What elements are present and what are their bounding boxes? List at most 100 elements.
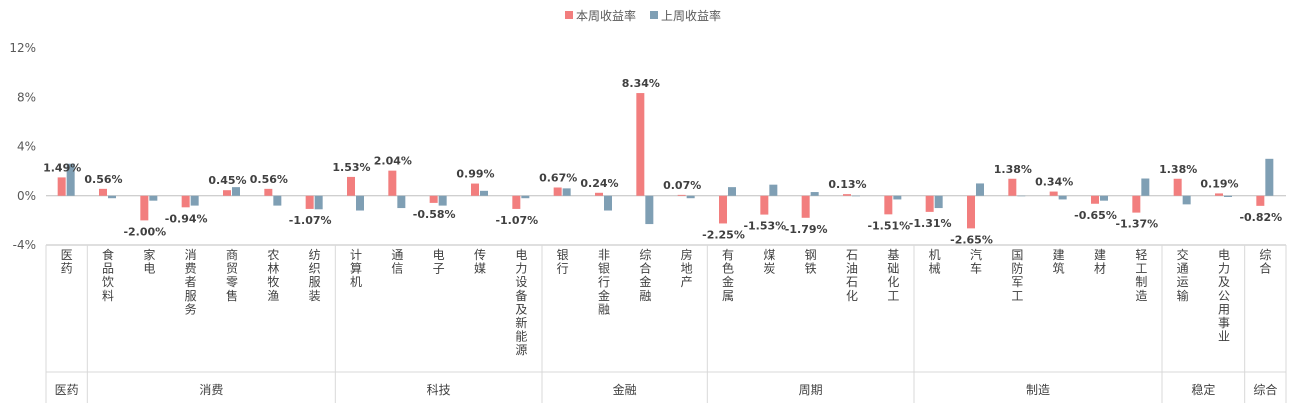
bar-last-week (1100, 195, 1108, 201)
bar-this-week (1215, 193, 1223, 196)
bar-this-week (305, 195, 314, 209)
data-label: 1.38% (994, 163, 1032, 176)
bar-this-week (223, 190, 231, 196)
bar-last-week (1224, 195, 1232, 197)
group-label: 科技 (427, 383, 451, 397)
data-label: -1.37% (1115, 218, 1158, 231)
bar-last-week (769, 184, 778, 196)
data-label: -2.00% (123, 225, 166, 238)
bar-last-week (66, 163, 75, 196)
category-label: 综合金融 (639, 248, 651, 303)
category-label: 钢铁 (805, 248, 817, 276)
data-label: 2.04% (374, 155, 412, 168)
bar-this-week (636, 93, 645, 196)
category-label: 电力设备及新能源 (515, 248, 527, 357)
bar-last-week (314, 195, 323, 210)
bar-last-week (728, 187, 736, 196)
category-label: 计算机 (350, 248, 362, 289)
bar-last-week (1182, 195, 1191, 205)
group-label: 稳定 (1191, 382, 1215, 397)
bar-last-week (1141, 178, 1150, 196)
bar-last-week (356, 195, 364, 211)
data-label: -1.07% (289, 214, 332, 227)
data-label: 1.53% (332, 161, 370, 174)
bar-this-week (99, 188, 107, 196)
legend-swatch-1 (650, 11, 658, 19)
legend-label-0: 本周收益率 (576, 8, 636, 23)
data-label: 8.34% (622, 77, 660, 90)
bar-this-week (1008, 178, 1017, 196)
bar-last-week (1265, 158, 1274, 196)
data-label: 1.49% (43, 161, 81, 174)
y-tick-label: 0% (17, 189, 36, 203)
y-tick-label: -4% (13, 238, 36, 252)
bar-last-week (190, 195, 199, 206)
category-label: 基础化工 (887, 248, 899, 303)
group-label: 周期 (799, 383, 823, 397)
bar-this-week (181, 195, 190, 208)
bar-this-week (967, 195, 975, 229)
category-label: 煤炭 (763, 248, 775, 276)
bar-this-week (429, 195, 438, 203)
y-axis: 12% 8% 4% 0% -4% (9, 41, 1286, 252)
data-label: -2.25% (702, 228, 745, 241)
bar-last-week (810, 192, 819, 196)
bar-this-week (264, 188, 273, 196)
bar-this-week (1091, 195, 1099, 204)
category-label: 交通运输 (1177, 247, 1189, 303)
legend-label-1: 上周收益率 (661, 8, 721, 23)
data-label: 0.19% (1200, 177, 1238, 190)
category-label: 纺织服装 (309, 248, 321, 303)
category-label: 通信 (391, 248, 403, 276)
bar-this-week (57, 177, 66, 196)
data-label: -0.94% (165, 212, 208, 225)
legend-swatch-0 (565, 11, 573, 19)
data-label: 0.24% (580, 177, 618, 190)
bar-this-week (677, 194, 686, 196)
bar-last-week (893, 195, 902, 200)
data-label: -1.31% (909, 217, 952, 230)
data-label: -0.58% (413, 208, 456, 221)
bar-last-week (273, 195, 282, 206)
category-label: 建材 (1094, 248, 1106, 276)
bar-this-week (1256, 195, 1265, 206)
data-label: 0.13% (828, 178, 866, 191)
category-label: 医药 (61, 248, 73, 276)
data-label: 0.07% (663, 179, 701, 192)
category-label: 国防军工 (1011, 248, 1023, 303)
data-label: 1.38% (1159, 163, 1197, 176)
bar-this-week (884, 195, 893, 215)
category-label: 银行 (557, 248, 569, 276)
bar-last-week (480, 190, 488, 196)
category-label: 综合 (1259, 248, 1271, 276)
bar-this-week (1173, 178, 1182, 196)
group-label: 制造 (1026, 383, 1050, 397)
data-label: -1.79% (785, 223, 828, 236)
bar-this-week (512, 195, 521, 209)
category-label: 机械 (929, 248, 941, 276)
bar-this-week (925, 195, 934, 212)
bar-this-week (1132, 195, 1141, 213)
group-label: 医药 (55, 383, 79, 397)
y-tick-label: 8% (17, 90, 36, 104)
data-label: 0.99% (456, 168, 494, 181)
bar-this-week (140, 195, 149, 221)
bar-last-week (645, 195, 654, 225)
data-label: 0.56% (250, 173, 288, 186)
bar-last-week (852, 195, 860, 197)
category-label: 建筑 (1053, 248, 1065, 276)
bar-this-week (553, 187, 562, 196)
category-label: 家电 (143, 247, 155, 276)
category-label: 食品饮料 (102, 247, 114, 303)
bar-this-week (801, 195, 810, 218)
bar-this-week (719, 195, 727, 224)
category-label: 有色金属 (722, 248, 734, 303)
data-label: -0.82% (1239, 211, 1282, 224)
category-label: 电子 (433, 248, 445, 276)
data-label: -1.51% (867, 219, 910, 232)
category-label: 非银行金融 (598, 248, 610, 316)
bar-this-week (595, 192, 603, 196)
bar-last-week (108, 195, 116, 199)
y-tick-label: 4% (17, 140, 36, 154)
